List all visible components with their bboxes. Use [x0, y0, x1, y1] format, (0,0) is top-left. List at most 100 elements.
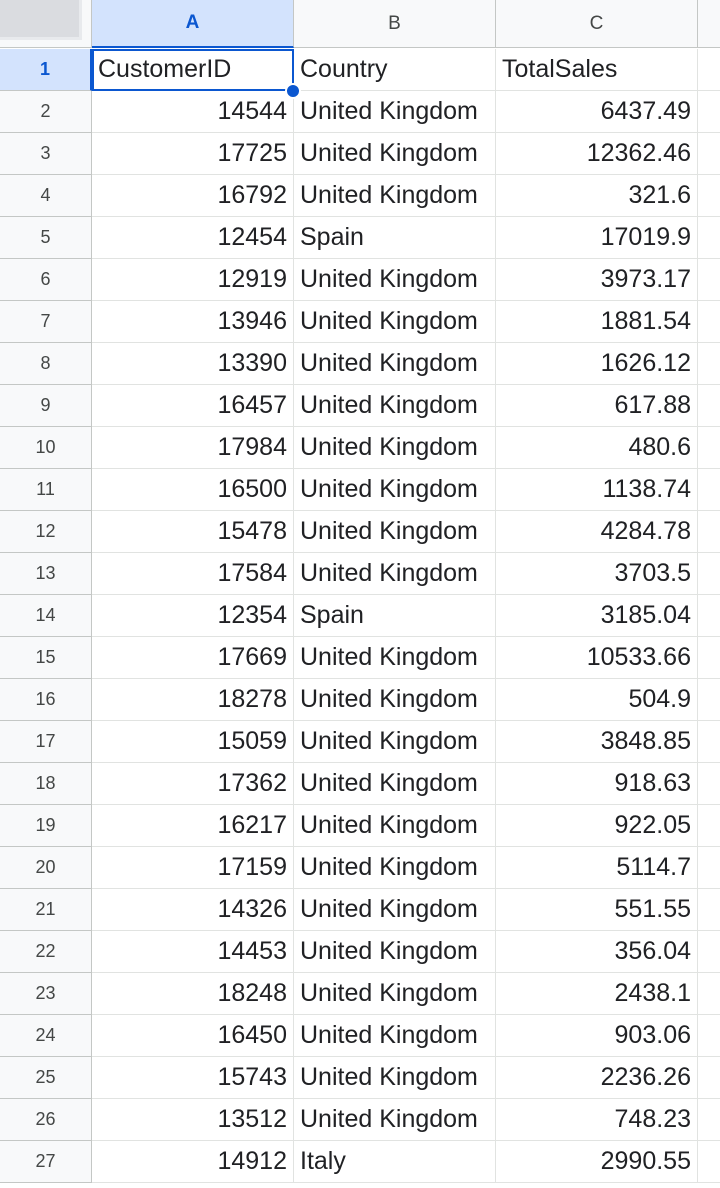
row-header-5[interactable]: 5 — [0, 217, 92, 259]
row-header-3[interactable]: 3 — [0, 133, 92, 175]
row-header-4[interactable]: 4 — [0, 175, 92, 217]
cell-a21[interactable]: 14326 — [92, 889, 294, 931]
row-header-10[interactable]: 10 — [0, 427, 92, 469]
cell-d10[interactable] — [698, 427, 720, 469]
column-header-a[interactable]: A — [92, 0, 294, 48]
cell-a14[interactable]: 12354 — [92, 595, 294, 637]
cell-c19[interactable]: 922.05 — [496, 805, 698, 847]
cell-b16[interactable]: United Kingdom — [294, 679, 496, 721]
cell-d17[interactable] — [698, 721, 720, 763]
row-header-16[interactable]: 16 — [0, 679, 92, 721]
cell-d22[interactable] — [698, 931, 720, 973]
cell-c23[interactable]: 2438.1 — [496, 973, 698, 1015]
cell-b26[interactable]: United Kingdom — [294, 1099, 496, 1141]
cell-c15[interactable]: 10533.66 — [496, 637, 698, 679]
cell-b22[interactable]: United Kingdom — [294, 931, 496, 973]
cell-b1[interactable]: Country — [294, 49, 496, 91]
row-header-23[interactable]: 23 — [0, 973, 92, 1015]
cell-a8[interactable]: 13390 — [92, 343, 294, 385]
cell-a11[interactable]: 16500 — [92, 469, 294, 511]
cell-b8[interactable]: United Kingdom — [294, 343, 496, 385]
cell-a23[interactable]: 18248 — [92, 973, 294, 1015]
cell-a26[interactable]: 13512 — [92, 1099, 294, 1141]
row-header-13[interactable]: 13 — [0, 553, 92, 595]
cell-a2[interactable]: 14544 — [92, 91, 294, 133]
cell-c6[interactable]: 3973.17 — [496, 259, 698, 301]
cell-d12[interactable] — [698, 511, 720, 553]
cell-a22[interactable]: 14453 — [92, 931, 294, 973]
row-header-8[interactable]: 8 — [0, 343, 92, 385]
select-all-corner[interactable] — [0, 0, 92, 48]
cell-a7[interactable]: 13946 — [92, 301, 294, 343]
cell-a17[interactable]: 15059 — [92, 721, 294, 763]
cell-c5[interactable]: 17019.9 — [496, 217, 698, 259]
cell-b17[interactable]: United Kingdom — [294, 721, 496, 763]
cell-c8[interactable]: 1626.12 — [496, 343, 698, 385]
cell-c4[interactable]: 321.6 — [496, 175, 698, 217]
row-header-11[interactable]: 11 — [0, 469, 92, 511]
cell-a3[interactable]: 17725 — [92, 133, 294, 175]
cell-d5[interactable] — [698, 217, 720, 259]
cell-d14[interactable] — [698, 595, 720, 637]
cell-b18[interactable]: United Kingdom — [294, 763, 496, 805]
column-header-c[interactable]: C — [496, 0, 698, 48]
row-header-15[interactable]: 15 — [0, 637, 92, 679]
row-header-27[interactable]: 27 — [0, 1141, 92, 1183]
cell-a15[interactable]: 17669 — [92, 637, 294, 679]
cell-a5[interactable]: 12454 — [92, 217, 294, 259]
cell-d26[interactable] — [698, 1099, 720, 1141]
cell-d25[interactable] — [698, 1057, 720, 1099]
cell-b2[interactable]: United Kingdom — [294, 91, 496, 133]
freeze-handle[interactable] — [0, 0, 82, 40]
row-header-25[interactable]: 25 — [0, 1057, 92, 1099]
cell-b3[interactable]: United Kingdom — [294, 133, 496, 175]
cell-b21[interactable]: United Kingdom — [294, 889, 496, 931]
cell-a16[interactable]: 18278 — [92, 679, 294, 721]
row-header-7[interactable]: 7 — [0, 301, 92, 343]
cell-d23[interactable] — [698, 973, 720, 1015]
cell-d8[interactable] — [698, 343, 720, 385]
cell-b24[interactable]: United Kingdom — [294, 1015, 496, 1057]
cell-c22[interactable]: 356.04 — [496, 931, 698, 973]
cell-b20[interactable]: United Kingdom — [294, 847, 496, 889]
cell-b10[interactable]: United Kingdom — [294, 427, 496, 469]
cell-d11[interactable] — [698, 469, 720, 511]
row-header-2[interactable]: 2 — [0, 91, 92, 133]
cell-a25[interactable]: 15743 — [92, 1057, 294, 1099]
column-header-b[interactable]: B — [294, 0, 496, 48]
cell-c10[interactable]: 480.6 — [496, 427, 698, 469]
fill-handle[interactable] — [285, 83, 301, 99]
cell-c2[interactable]: 6437.49 — [496, 91, 698, 133]
row-header-20[interactable]: 20 — [0, 847, 92, 889]
cell-a18[interactable]: 17362 — [92, 763, 294, 805]
cell-c3[interactable]: 12362.46 — [496, 133, 698, 175]
row-header-21[interactable]: 21 — [0, 889, 92, 931]
cell-b9[interactable]: United Kingdom — [294, 385, 496, 427]
row-header-6[interactable]: 6 — [0, 259, 92, 301]
cell-c18[interactable]: 918.63 — [496, 763, 698, 805]
cell-d13[interactable] — [698, 553, 720, 595]
row-header-24[interactable]: 24 — [0, 1015, 92, 1057]
cell-d9[interactable] — [698, 385, 720, 427]
cell-c27[interactable]: 2990.55 — [496, 1141, 698, 1183]
cell-b12[interactable]: United Kingdom — [294, 511, 496, 553]
cell-c16[interactable]: 504.9 — [496, 679, 698, 721]
cell-b27[interactable]: Italy — [294, 1141, 496, 1183]
cell-c11[interactable]: 1138.74 — [496, 469, 698, 511]
cell-a6[interactable]: 12919 — [92, 259, 294, 301]
row-header-14[interactable]: 14 — [0, 595, 92, 637]
cell-c9[interactable]: 617.88 — [496, 385, 698, 427]
cell-b4[interactable]: United Kingdom — [294, 175, 496, 217]
cell-c12[interactable]: 4284.78 — [496, 511, 698, 553]
cell-d20[interactable] — [698, 847, 720, 889]
cell-b23[interactable]: United Kingdom — [294, 973, 496, 1015]
cell-d16[interactable] — [698, 679, 720, 721]
cell-b25[interactable]: United Kingdom — [294, 1057, 496, 1099]
cell-a1[interactable]: CustomerID — [92, 49, 294, 91]
cell-d2[interactable] — [698, 91, 720, 133]
cell-d27[interactable] — [698, 1141, 720, 1183]
cell-c17[interactable]: 3848.85 — [496, 721, 698, 763]
cell-a24[interactable]: 16450 — [92, 1015, 294, 1057]
cell-d18[interactable] — [698, 763, 720, 805]
